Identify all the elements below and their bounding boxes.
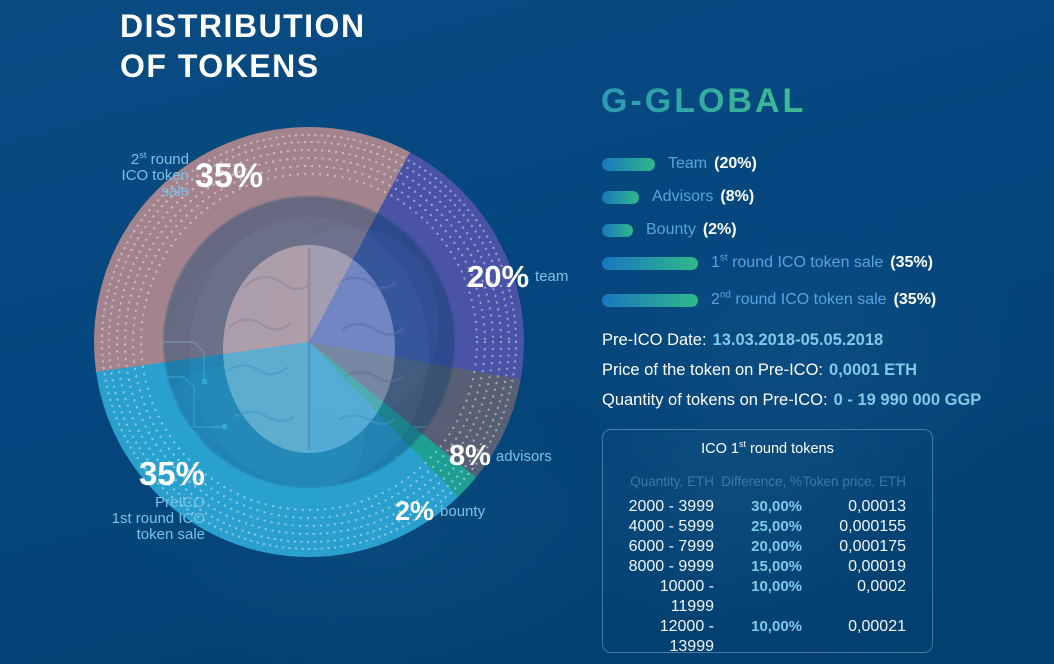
- col-header-token-price: Token price, ETH: [802, 474, 906, 489]
- chart-label-round2-pct: 35%: [195, 156, 264, 195]
- pie-segments-ring: [94, 127, 524, 557]
- table-row: 4000 - 5999 25,00% 0,000155: [628, 518, 906, 535]
- legend-item-round2: 2nd round ICO token sale (35%): [602, 289, 937, 309]
- preico-price-row: Price of the token on Pre-ICO: 0,0001 ETH: [602, 361, 918, 379]
- preico-price-value: 0,0001 ETH: [829, 361, 918, 379]
- chart-label-preico-pct: 35%: [138, 455, 205, 492]
- chart-label-advisors: 8% advisors: [449, 440, 552, 473]
- legend-pill-round2: [602, 293, 698, 307]
- page-title-line2: OF TOKENS: [120, 48, 320, 84]
- chart-label-advisors-pct: 8%: [449, 440, 491, 472]
- legend-pct-team: (20%): [714, 155, 757, 172]
- preico-info: Pre-ICO Date: 13.03.2018-05.05.2018 Price…: [602, 331, 981, 421]
- legend-pct-bounty: (2%): [702, 221, 737, 238]
- col-header-difference: Difference, %: [721, 474, 802, 489]
- preico-quantity-row: Quantity of tokens on Pre-ICO: 0 - 19 990…: [602, 391, 982, 409]
- legend-label-team: Team: [668, 155, 708, 172]
- chart-label-team-pct: 20%: [467, 259, 530, 294]
- table-row: 8000 - 9999 15,00% 0,00019: [628, 558, 906, 575]
- chart-label-bounty-pct: 2%: [395, 496, 435, 526]
- table-ellipsis-row: ...: [603, 657, 932, 664]
- dotted-rings: [100, 133, 518, 551]
- preico-date-row: Pre-ICO Date: 13.03.2018-05.05.2018: [602, 331, 884, 349]
- legend-item-team: Team (20%): [602, 155, 936, 173]
- table-row: 2000 - 3999 30,00% 0,00013: [628, 498, 906, 515]
- preico-date-value: 13.03.2018-05.05.2018: [712, 331, 884, 349]
- legend-label-bounty: Bounty: [646, 221, 696, 238]
- table-row: 10000 - 11999 10,00% 0,0002: [659, 578, 906, 615]
- brand-title: G-GLOBAL: [601, 82, 807, 120]
- chart-label-bounty-name: bounty: [440, 502, 486, 520]
- chart-label-advisors-name: advisors: [495, 447, 552, 465]
- legend-label-advisors: Advisors: [652, 188, 714, 205]
- legend-item-round1: 1st round ICO token sale (35%): [602, 252, 936, 272]
- legend-pill-bounty: [602, 223, 633, 237]
- table-row: 12000 - 13999 10,00% 0,00021: [659, 618, 906, 655]
- legend-label-round2: 2nd round ICO token sale: [711, 289, 887, 308]
- chart-legend: Team (20%) Advisors (8%) Bounty (2%) 1st…: [602, 155, 936, 328]
- legend-label-round1: 1st round ICO token sale: [711, 252, 884, 271]
- legend-pct-round1: (35%): [890, 254, 933, 271]
- page-title: DISTRIBUTION OF TOKENS: [120, 6, 366, 86]
- ico-round1-table: ICO 1st round tokens Quantity, ETH Diffe…: [602, 429, 933, 664]
- chart-label-team: 20% team: [467, 259, 568, 295]
- chart-label-team-name: team: [535, 268, 569, 285]
- col-header-quantity: Quantity, ETH: [630, 474, 714, 489]
- chart-label-bounty: 2% bounty: [395, 496, 485, 527]
- legend-pct-round2: (35%): [893, 291, 937, 308]
- chart-label-preico: 35% PreICO 1st round ICO token sale: [112, 455, 205, 543]
- chart-label-preico-name: PreICO 1st round ICO token sale: [111, 494, 205, 543]
- table-header-row: Quantity, ETH Difference, % Token price,…: [603, 472, 932, 492]
- legend-item-advisors: Advisors (8%): [602, 188, 936, 206]
- legend-item-bounty: Bounty (2%): [602, 221, 936, 239]
- legend-pill-round1: [602, 256, 698, 270]
- table-title: ICO 1st round tokens: [701, 439, 834, 457]
- preico-quantity-value: 0 - 19 990 000 GGP: [833, 391, 982, 409]
- legend-pct-advisors: (8%): [720, 188, 755, 205]
- legend-pill-team: [602, 157, 655, 171]
- page-title-line1: DISTRIBUTION: [120, 8, 366, 44]
- table-row: 6000 - 7999 20,00% 0,000175: [628, 538, 906, 555]
- token-distribution-donut-chart: [94, 127, 524, 557]
- legend-pill-advisors: [602, 190, 639, 204]
- chart-label-round2-name: 2st round ICO token sale: [121, 150, 189, 200]
- chart-label-round2: 2st round ICO token sale 35%: [94, 150, 264, 200]
